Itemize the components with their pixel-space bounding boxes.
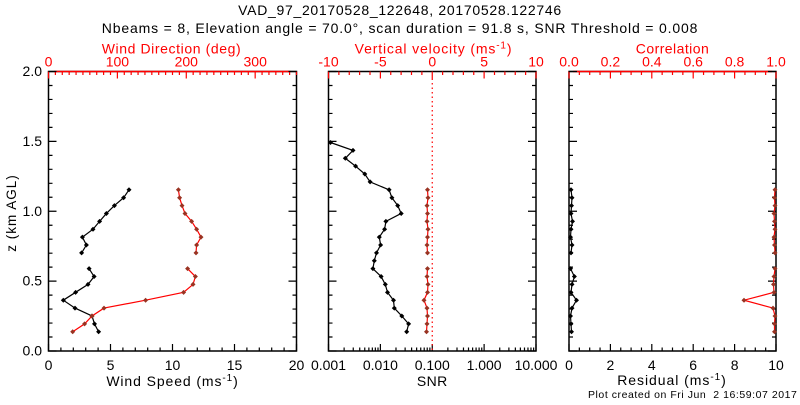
svg-text:-10: -10 [318, 53, 338, 69]
svg-text:0: 0 [45, 53, 53, 69]
svg-text:Residual (ms-1): Residual (ms-1) [617, 372, 727, 388]
svg-text:0.0: 0.0 [559, 53, 579, 69]
svg-text:2.0: 2.0 [23, 63, 43, 79]
svg-text:1.0: 1.0 [23, 203, 43, 219]
svg-text:100: 100 [106, 53, 130, 69]
svg-text:Vertical velocity (ms-1): Vertical velocity (ms-1) [355, 41, 513, 57]
svg-text:2: 2 [607, 357, 615, 373]
svg-text:0: 0 [428, 53, 436, 69]
svg-text:0.001: 0.001 [311, 357, 346, 373]
svg-text:15: 15 [227, 357, 243, 373]
svg-text:8: 8 [731, 357, 739, 373]
svg-text:SNR: SNR [417, 373, 448, 389]
svg-text:0: 0 [45, 357, 53, 373]
svg-text:6: 6 [689, 357, 697, 373]
svg-text:1.000: 1.000 [467, 357, 502, 373]
svg-text:0.010: 0.010 [363, 357, 398, 373]
svg-text:5: 5 [107, 357, 115, 373]
svg-text:Wind Direction (deg): Wind Direction (deg) [102, 41, 242, 57]
svg-text:10: 10 [768, 357, 784, 373]
svg-text:z (km AGL): z (km AGL) [4, 174, 19, 252]
svg-text:10: 10 [528, 53, 544, 69]
svg-text:Wind Speed (ms-1): Wind Speed (ms-1) [106, 373, 238, 389]
svg-text:Nbeams = 8, Elevation angle =: Nbeams = 8, Elevation angle = 70.0°, sca… [102, 20, 698, 36]
svg-text:1.0: 1.0 [766, 53, 786, 69]
svg-text:VAD_97_20170528_122648, 201705: VAD_97_20170528_122648, 20170528.122746 [238, 2, 562, 18]
svg-text:-5: -5 [374, 53, 387, 69]
svg-text:0.6: 0.6 [683, 53, 703, 69]
svg-text:10: 10 [165, 357, 181, 373]
svg-text:300: 300 [244, 53, 268, 69]
svg-text:4: 4 [648, 357, 656, 373]
svg-text:0.100: 0.100 [415, 357, 450, 373]
svg-text:5: 5 [480, 53, 488, 69]
svg-text:0.5: 0.5 [23, 273, 43, 289]
svg-text:0.0: 0.0 [23, 343, 43, 359]
svg-text:1.5: 1.5 [23, 133, 43, 149]
svg-text:20: 20 [289, 357, 305, 373]
svg-text:0.4: 0.4 [642, 53, 662, 69]
svg-text:0: 0 [565, 357, 573, 373]
svg-text:0.8: 0.8 [725, 53, 745, 69]
svg-text:Correlation: Correlation [636, 41, 709, 57]
svg-text:200: 200 [175, 53, 199, 69]
svg-text:10.000: 10.000 [515, 357, 558, 373]
svg-text:Plot created on Fri Jun 2 16:: Plot created on Fri Jun 2 16:59:07 2017 [588, 389, 797, 400]
svg-text:0.2: 0.2 [601, 53, 621, 69]
